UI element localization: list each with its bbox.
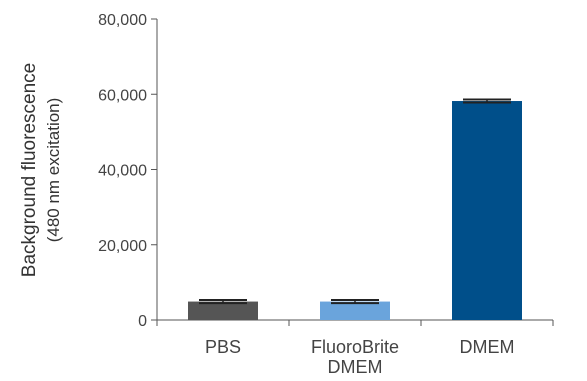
x-tick-label: PBS bbox=[205, 337, 241, 357]
y-tick-label: 40,000 bbox=[98, 163, 147, 180]
x-tick-label: DMEM bbox=[328, 357, 383, 377]
y-tick-labels: 0 20,000 40,000 60,000 80,000 bbox=[98, 12, 147, 330]
y-tick-label: 80,000 bbox=[98, 12, 147, 29]
x-tick-label: FluoroBrite bbox=[311, 337, 399, 357]
y-axis-title: Background fluorescence (480 nm excitatio… bbox=[19, 63, 63, 277]
y-axis-subtitle: (480 nm excitation) bbox=[44, 98, 63, 243]
bar bbox=[188, 301, 258, 320]
y-tick-label: 20,000 bbox=[98, 238, 147, 255]
bar bbox=[452, 101, 522, 321]
bars bbox=[188, 98, 522, 321]
y-tick-label: 60,000 bbox=[98, 87, 147, 104]
y-axis-title-group: Background fluorescence (480 nm excitatio… bbox=[19, 63, 63, 277]
x-tick-label: DMEM bbox=[460, 337, 515, 357]
y-tick-label: 0 bbox=[138, 313, 147, 330]
bar bbox=[320, 301, 390, 320]
y-axis-title: Background fluorescence bbox=[19, 63, 40, 277]
